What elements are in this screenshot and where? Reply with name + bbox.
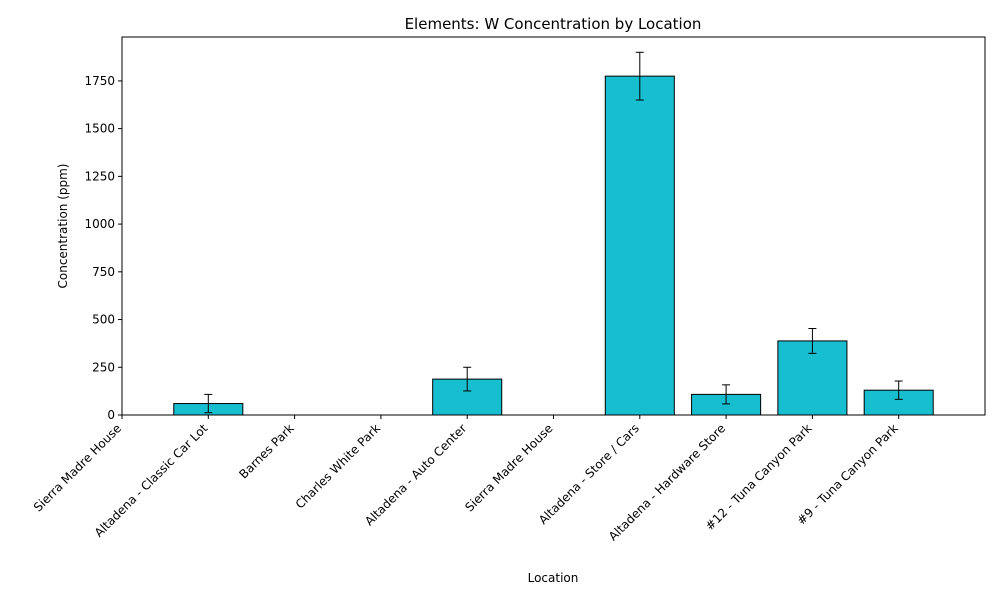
y-tick-label: 1500 <box>84 122 115 136</box>
y-tick-label: 500 <box>92 313 115 327</box>
error-bars-layer <box>204 51 903 414</box>
x-tick-label: Altadena - Auto Center <box>362 421 469 528</box>
y-ticks-layer: 0 250 500 750 1000 1250 1500 1750 <box>84 74 122 422</box>
y-tick-label: 750 <box>92 265 115 279</box>
y-tick-label: 1250 <box>84 169 115 183</box>
x-tick-label: Sierra Madre House <box>462 421 555 514</box>
y-axis-label: Concentration (ppm) <box>56 164 70 289</box>
x-tick-label: Charles White Park <box>293 421 383 511</box>
x-tick-label: Sierra Madre House <box>31 421 124 514</box>
bar <box>604 75 675 416</box>
x-tick-label: #9 - Tuna Canyon Park <box>794 421 901 528</box>
bar <box>432 378 503 416</box>
y-tick-label: 1000 <box>84 217 115 231</box>
bars-layer <box>173 75 934 416</box>
y-tick-label: 250 <box>92 360 115 374</box>
y-tick-label: 1750 <box>84 74 115 88</box>
x-tick-label: Altadena - Store / Cars <box>536 421 642 527</box>
x-tick-label: Barnes Park <box>236 421 296 481</box>
chart-title: Elements: W Concentration by Location <box>405 15 702 33</box>
y-tick-label: 0 <box>107 408 115 422</box>
plot-frame <box>121 36 986 416</box>
x-axis-label: Location <box>528 571 579 585</box>
